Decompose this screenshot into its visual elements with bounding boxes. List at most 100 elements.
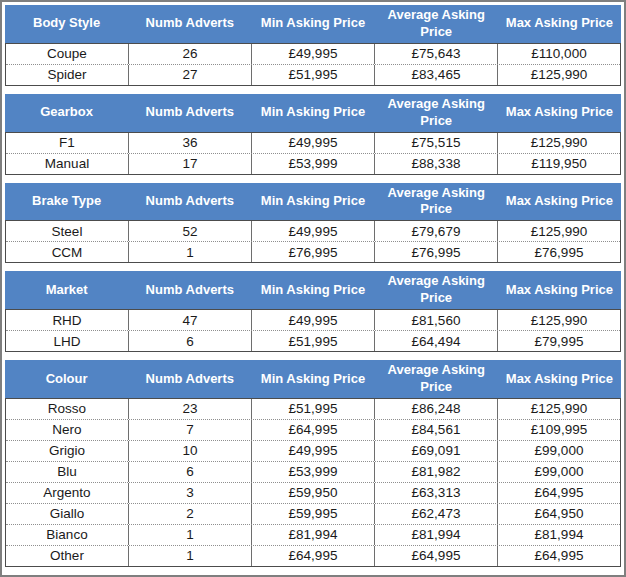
table-header-row: Body Style Numb Adverts Min Asking Price… <box>5 5 621 43</box>
column-header-numb-adverts: Numb Adverts <box>128 280 251 301</box>
table-cell: £76,995 <box>497 242 620 262</box>
table-cell: 3 <box>128 483 251 503</box>
table-cell: RHD <box>6 310 128 330</box>
table-cell: £84,561 <box>374 420 497 440</box>
table-cell: £125,990 <box>497 310 620 330</box>
table-cell: 1 <box>128 546 251 566</box>
table-cell: £81,982 <box>374 462 497 482</box>
table-row: Rosso23£51,995£86,248£125,990 <box>6 399 620 419</box>
column-header-max-asking-price: Max Asking Price <box>498 369 621 390</box>
column-header-average-asking-price: Average Asking Price <box>375 5 498 43</box>
table-cell: 52 <box>128 221 251 241</box>
table-row: CCM1£76,995£76,995£76,995 <box>6 241 620 262</box>
table-cell: £76,995 <box>251 242 374 262</box>
table-cell: 2 <box>128 504 251 524</box>
table-cell: CCM <box>6 242 128 262</box>
table-cell: £79,679 <box>374 221 497 241</box>
table-cell: 47 <box>128 310 251 330</box>
report-frame: Body Style Numb Adverts Min Asking Price… <box>0 0 626 577</box>
column-header-brake-type: Brake Type <box>5 191 128 212</box>
table-row: RHD47£49,995£81,560£125,990 <box>6 310 620 330</box>
table-cell: Argento <box>6 483 128 503</box>
stats-table-body-style: Body Style Numb Adverts Min Asking Price… <box>5 5 621 86</box>
table-cell: £75,515 <box>374 133 497 153</box>
table-cell: £64,995 <box>497 546 620 566</box>
table-cell: 1 <box>128 242 251 262</box>
table-row: Giallo2£59,995£62,473£64,950 <box>6 503 620 524</box>
column-header-min-asking-price: Min Asking Price <box>251 280 374 301</box>
table-cell: Rosso <box>6 399 128 419</box>
table-row: Blu6£53,999£81,982£99,000 <box>6 461 620 482</box>
column-header-max-asking-price: Max Asking Price <box>498 102 621 123</box>
table-cell: £69,091 <box>374 441 497 461</box>
table-cell: £110,000 <box>497 44 620 64</box>
table-header-row: Gearbox Numb Adverts Min Asking Price Av… <box>5 94 621 132</box>
table-row: Nero7£64,995£84,561£109,995 <box>6 419 620 440</box>
stats-table-brake-type: Brake Type Numb Adverts Min Asking Price… <box>5 183 621 264</box>
table-cell: LHD <box>6 331 128 351</box>
column-header-max-asking-price: Max Asking Price <box>498 13 621 34</box>
table-cell: £64,995 <box>251 546 374 566</box>
column-header-numb-adverts: Numb Adverts <box>128 369 251 390</box>
table-row: Other1£64,995£64,995£64,995 <box>6 545 620 566</box>
table-row: Coupe26£49,995£75,643£110,000 <box>6 44 620 64</box>
table-cell: £49,995 <box>251 310 374 330</box>
table-body: Steel52£49,995£79,679£125,990CCM1£76,995… <box>5 220 621 263</box>
table-cell: £59,995 <box>251 504 374 524</box>
table-row: LHD6£51,995£64,494£79,995 <box>6 330 620 351</box>
table-cell: £125,990 <box>497 65 620 85</box>
column-header-gearbox: Gearbox <box>5 102 128 123</box>
column-header-average-asking-price: Average Asking Price <box>375 183 498 221</box>
table-cell: 23 <box>128 399 251 419</box>
column-header-average-asking-price: Average Asking Price <box>375 360 498 398</box>
column-header-numb-adverts: Numb Adverts <box>128 13 251 34</box>
table-cell: £49,995 <box>251 221 374 241</box>
table-cell: 17 <box>128 154 251 174</box>
table-cell: 1 <box>128 525 251 545</box>
table-cell: Giallo <box>6 504 128 524</box>
table-cell: Bianco <box>6 525 128 545</box>
table-cell: 27 <box>128 65 251 85</box>
column-header-min-asking-price: Min Asking Price <box>251 102 374 123</box>
stats-table-gearbox: Gearbox Numb Adverts Min Asking Price Av… <box>5 94 621 175</box>
table-cell: £79,995 <box>497 331 620 351</box>
table-cell: £99,000 <box>497 441 620 461</box>
table-cell: 7 <box>128 420 251 440</box>
table-cell: 6 <box>128 462 251 482</box>
stats-table-colour: Colour Numb Adverts Min Asking Price Ave… <box>5 360 621 567</box>
table-cell: £64,995 <box>374 546 497 566</box>
table-cell: £81,994 <box>497 525 620 545</box>
column-header-colour: Colour <box>5 369 128 390</box>
table-cell: Coupe <box>6 44 128 64</box>
column-header-max-asking-price: Max Asking Price <box>498 191 621 212</box>
table-cell: Manual <box>6 154 128 174</box>
column-header-max-asking-price: Max Asking Price <box>498 280 621 301</box>
table-body: F136£49,995£75,515£125,990Manual17£53,99… <box>5 132 621 175</box>
table-cell: £59,950 <box>251 483 374 503</box>
stats-table-market: Market Numb Adverts Min Asking Price Ave… <box>5 271 621 352</box>
table-cell: £109,995 <box>497 420 620 440</box>
column-header-min-asking-price: Min Asking Price <box>251 369 374 390</box>
table-cell: £62,473 <box>374 504 497 524</box>
table-cell: £81,560 <box>374 310 497 330</box>
table-cell: 26 <box>128 44 251 64</box>
table-cell: £125,990 <box>497 133 620 153</box>
table-cell: £119,950 <box>497 154 620 174</box>
column-header-body-style: Body Style <box>5 13 128 34</box>
table-cell: £63,313 <box>374 483 497 503</box>
table-cell: £64,950 <box>497 504 620 524</box>
table-cell: 10 <box>128 441 251 461</box>
table-cell: £81,994 <box>251 525 374 545</box>
table-cell: £81,994 <box>374 525 497 545</box>
table-cell: £64,494 <box>374 331 497 351</box>
column-header-numb-adverts: Numb Adverts <box>128 102 251 123</box>
table-cell: Grigio <box>6 441 128 461</box>
table-cell: Blu <box>6 462 128 482</box>
table-cell: £49,995 <box>251 441 374 461</box>
column-header-market: Market <box>5 280 128 301</box>
table-cell: 6 <box>128 331 251 351</box>
table-cell: £76,995 <box>374 242 497 262</box>
table-cell: £86,248 <box>374 399 497 419</box>
column-header-average-asking-price: Average Asking Price <box>375 271 498 309</box>
table-header-row: Colour Numb Adverts Min Asking Price Ave… <box>5 360 621 398</box>
